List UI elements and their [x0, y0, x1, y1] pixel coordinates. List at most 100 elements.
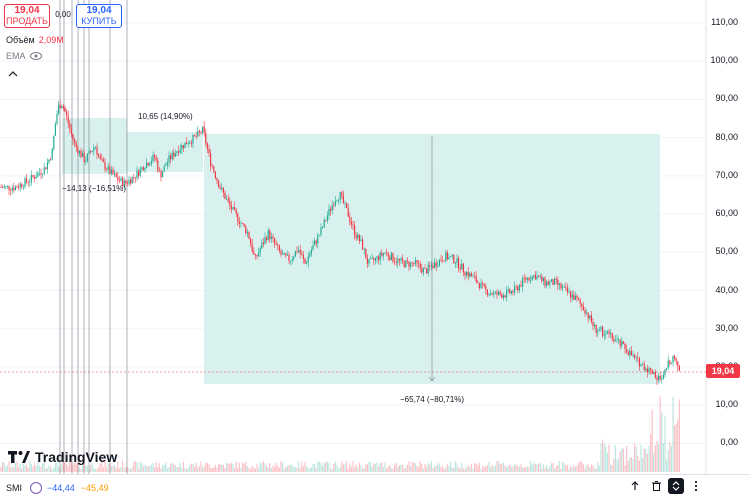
tradingview-logo[interactable]: TradingView: [8, 449, 117, 465]
volume-bar: [397, 467, 399, 472]
candle-body: [339, 192, 341, 201]
volume-bar: [147, 466, 149, 472]
candle-body: [518, 285, 520, 291]
candle-body: [424, 268, 426, 269]
candle-body: [192, 134, 194, 144]
volume-bar: [342, 464, 344, 472]
buy-button[interactable]: 19,04 КУПИТЬ: [76, 4, 122, 28]
volume-bar: [568, 468, 570, 472]
collapse-legend-button[interactable]: [6, 67, 20, 81]
move-pane-up-button[interactable]: [627, 478, 643, 494]
volume-bar: [213, 467, 215, 472]
volume-bar: [240, 468, 242, 472]
candle-body: [397, 259, 399, 263]
candle-body: [56, 113, 58, 124]
volume-bar: [19, 463, 21, 472]
candle-body: [114, 173, 116, 175]
candle-body: [427, 264, 429, 274]
candle-body: [198, 131, 200, 132]
candle-body: [18, 187, 20, 189]
volume-bar: [283, 468, 285, 472]
ema-legend[interactable]: EMA: [6, 51, 42, 61]
candle-body: [277, 244, 279, 246]
volume-bar: [437, 462, 439, 472]
volume-bar: [419, 461, 421, 472]
candle-body: [323, 219, 325, 228]
volume-bar: [144, 464, 146, 472]
candle-body: [214, 171, 216, 178]
volume-bar: [174, 465, 176, 472]
candle-body: [286, 254, 288, 256]
pane-more-button[interactable]: [688, 478, 704, 494]
volume-bar: [579, 461, 581, 472]
candle-body: [298, 249, 300, 252]
volume-bar: [77, 461, 79, 472]
candle-body: [502, 295, 504, 298]
volume-bar: [600, 443, 602, 472]
volume-bar: [574, 466, 576, 472]
volume-bar: [232, 463, 234, 472]
candle-body: [549, 281, 551, 285]
delete-pane-button[interactable]: [648, 478, 664, 494]
candle-body: [618, 339, 620, 341]
candle-body: [331, 205, 333, 211]
candle-body: [34, 176, 36, 179]
candle-body: [203, 126, 205, 133]
maximize-pane-button[interactable]: [668, 478, 684, 494]
volume-bar: [560, 468, 562, 472]
volume-bar: [482, 465, 484, 472]
volume-bar: [341, 461, 343, 472]
candle-body: [29, 181, 31, 183]
candle-body: [98, 154, 100, 156]
volume-bar: [362, 468, 364, 472]
candle-body: [16, 186, 18, 188]
candle-body: [86, 154, 88, 161]
volume-label: Объём: [6, 35, 35, 45]
volume-bar: [627, 460, 629, 472]
candle-body: [544, 277, 546, 286]
candle-body: [366, 258, 368, 264]
volume-bar: [550, 463, 552, 472]
volume-bar: [438, 464, 440, 472]
candle-body: [210, 153, 212, 166]
eye-icon[interactable]: [29, 52, 42, 60]
candle-body: [46, 162, 48, 170]
volume-bar: [197, 467, 199, 472]
indicator-name[interactable]: SMI: [6, 483, 23, 493]
price-axis-label: 110,00: [711, 16, 738, 27]
volume-bar: [368, 461, 370, 472]
candle-body: [141, 167, 143, 169]
indicator-settings-icon[interactable]: [30, 482, 43, 494]
volume-bar: [358, 462, 360, 472]
volume-bar: [304, 462, 306, 472]
candle-body: [440, 259, 442, 261]
volume-legend[interactable]: Объём 2,09M: [6, 35, 64, 45]
candle-body: [578, 298, 580, 300]
candle-body: [112, 169, 114, 175]
volume-bar: [214, 465, 216, 472]
volume-bar: [158, 463, 160, 472]
volume-bar: [518, 466, 520, 472]
volume-bar: [16, 461, 18, 472]
price-axis-label: 90,00: [715, 93, 738, 104]
volume-bar: [184, 467, 186, 472]
volume-bar: [170, 463, 172, 472]
candle-body: [251, 243, 253, 252]
candle-body: [443, 260, 445, 262]
candle-body: [638, 357, 640, 367]
candle-body: [494, 291, 496, 293]
volume-bar: [413, 462, 415, 472]
volume-bar: [22, 463, 24, 472]
candle-body: [350, 221, 352, 225]
candle-body: [142, 167, 144, 171]
candle-body: [206, 143, 208, 149]
candle-body: [8, 185, 10, 191]
volume-bar: [379, 462, 381, 472]
sell-button[interactable]: 19,04 ПРОДАТЬ: [4, 4, 50, 28]
volume-bar: [328, 462, 330, 472]
volume-bar: [195, 462, 197, 472]
candle-body: [93, 147, 95, 151]
volume-bar: [99, 463, 101, 472]
candle-body: [541, 276, 543, 282]
